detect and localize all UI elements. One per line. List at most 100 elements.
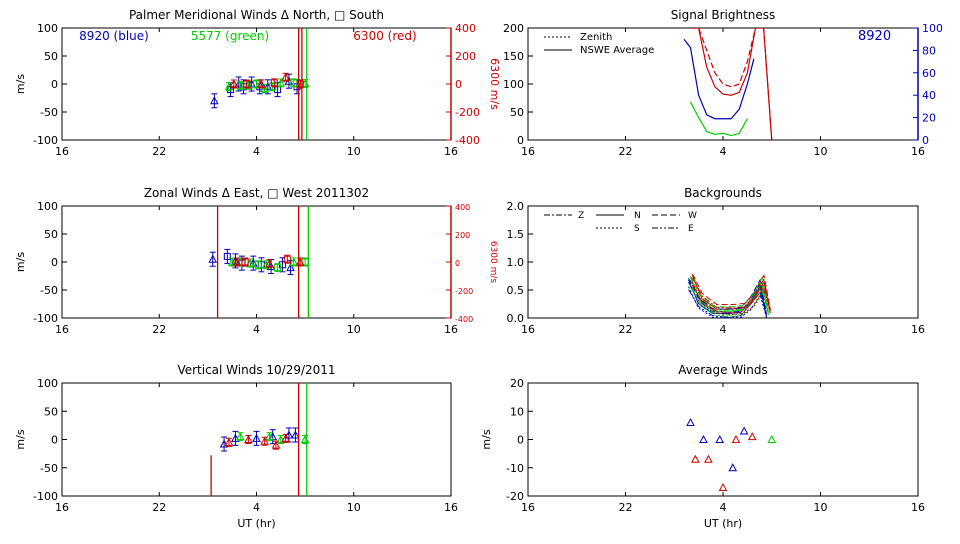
zonal-ytick-label: -100: [33, 312, 58, 325]
backgrounds-line-z: [690, 279, 769, 313]
legend-e-label: E: [688, 224, 694, 234]
average-ylabel: m/s: [480, 429, 493, 449]
meridional-point-8920-0: [210, 96, 219, 105]
backgrounds-line-z: [688, 281, 768, 315]
zonal-right-ylabel: 6300 m/s: [488, 241, 498, 284]
brightness-title: Signal Brightness: [671, 8, 776, 22]
meridional-point-6300-0: [229, 79, 239, 88]
average-panel: [527, 382, 919, 497]
zonal-point-8920-8: [286, 263, 295, 272]
backgrounds-line-z: [692, 277, 771, 311]
vertical-point-6300-3: [271, 440, 281, 449]
backgrounds-xtick-label: 16: [521, 323, 535, 336]
backgrounds-line-w: [688, 278, 768, 315]
meridional-right-ytick-label: 200: [455, 50, 476, 63]
average-ytick-label: 20: [510, 377, 524, 390]
meridional-point-6300-3: [270, 79, 278, 87]
vertical-point-6300-2: [260, 436, 269, 445]
brightness-right-ytick-label: 80: [922, 44, 936, 57]
meridional-ytick-label: -100: [33, 134, 58, 147]
legend-average-label: NSWE Average: [580, 45, 654, 56]
backgrounds-xtick-label: 4: [720, 323, 727, 336]
vertical-point-5577-1: [265, 432, 274, 441]
brightness-ytick-label: 50: [510, 106, 524, 119]
zonal-xtick-label: 22: [152, 323, 166, 336]
backgrounds-ytick-label: 2.0: [507, 200, 525, 213]
vertical-point-6300-0: [224, 437, 234, 446]
average-point-8920-0: [686, 417, 695, 427]
meridional-right-ylabel: 6300 m/s: [488, 58, 501, 110]
meridional-xtick-label: 16: [55, 145, 69, 158]
brightness-right-ytick-label: 20: [922, 112, 936, 125]
vertical-ytick-label: 50: [44, 405, 58, 418]
average-point-6300-2: [718, 482, 728, 492]
backgrounds-line-e: [692, 284, 771, 314]
backgrounds-panel: [527, 205, 919, 319]
vertical-point-8920-5: [291, 430, 300, 439]
vertical-point-6300-1: [244, 434, 253, 443]
meridional-right-ytick-label: -200: [455, 106, 480, 119]
zonal-point-5577-6: [289, 257, 299, 266]
zonal-point-5577-0: [227, 257, 237, 266]
zonal-point-6300-3: [283, 255, 291, 263]
brightness-xtick-label: 10: [814, 145, 828, 158]
zonal-xtick-label: 4: [253, 323, 260, 336]
average-point-6300-3: [731, 434, 741, 443]
zonal-xtick-label: 16: [444, 323, 458, 336]
meridional-point-5577-6: [276, 78, 286, 87]
brightness-right-ytick-label: 40: [922, 89, 936, 102]
average-xlabel: UT (hr): [704, 517, 742, 530]
average-ytick-label: 10: [510, 405, 524, 418]
brightness-right-ytick-label: 0: [922, 134, 929, 147]
legend-z-label: Z: [578, 211, 584, 221]
meridional-ytick-label: 100: [37, 22, 58, 35]
legend-n-label: N: [634, 211, 641, 221]
brightness-ytick-label: 200: [503, 22, 524, 35]
meridional-ytick-label: 50: [44, 50, 58, 63]
vertical-point-6300-4: [281, 433, 291, 442]
average-point-6300-0: [691, 454, 700, 463]
meridional-point-6300-2: [257, 79, 266, 88]
average-point-6300-4: [747, 432, 757, 441]
legend-green-label: 5577 (green): [191, 29, 269, 43]
backgrounds-ytick-label: 1.0: [507, 256, 525, 269]
vertical-point-5577-0: [235, 432, 245, 441]
backgrounds-xtick-label: 22: [619, 323, 633, 336]
zonal-point-8920-0: [208, 254, 218, 263]
vertical-xtick-label: 4: [253, 501, 260, 514]
average-xtick-label: 22: [619, 501, 633, 514]
zonal-right-ytick-label: -200: [455, 287, 473, 296]
zonal-title: Zonal Winds Δ East, □ West 2011302: [144, 186, 369, 200]
average-xtick-label: 10: [814, 501, 828, 514]
zonal-point-5577-5: [274, 264, 282, 272]
zonal-xtick-label: 16: [55, 323, 69, 336]
meridional-xtick-label: 4: [253, 145, 260, 158]
backgrounds-xtick-label: 10: [814, 323, 828, 336]
average-ytick-label: 0: [517, 434, 524, 447]
zonal-ylabel: m/s: [14, 252, 27, 272]
legend-blue-label: 8920 (blue): [79, 29, 149, 43]
backgrounds-line-n: [690, 277, 769, 316]
average-xtick-label: 16: [521, 501, 535, 514]
vertical-xlabel: UT (hr): [237, 517, 275, 530]
zonal-ytick-label: 0: [51, 256, 58, 269]
zonal-point-6300-2: [265, 259, 274, 268]
average-point-8920-1: [699, 434, 708, 443]
meridional-right-ytick-label: -400: [455, 134, 480, 147]
average-ytick-label: -10: [506, 462, 524, 475]
zonal-point-6300-1: [241, 258, 249, 266]
legend-red-label: 6300 (red): [353, 29, 416, 43]
meridional-xtick-label: 10: [347, 145, 361, 158]
vertical-ytick-label: -50: [40, 462, 58, 475]
brightness-xtick-label: 16: [911, 145, 925, 158]
meridional-xtick-label: 16: [444, 145, 458, 158]
meridional-ytick-label: 0: [51, 78, 58, 91]
average-xtick-label: 4: [720, 501, 727, 514]
average-point-5577-0: [767, 434, 777, 443]
zonal-xtick-label: 10: [347, 323, 361, 336]
meridional-title: Palmer Meridional Winds Δ North, □ South: [129, 8, 384, 22]
brightness-annotation: 8920: [858, 29, 891, 44]
vertical-xtick-label: 16: [444, 501, 458, 514]
